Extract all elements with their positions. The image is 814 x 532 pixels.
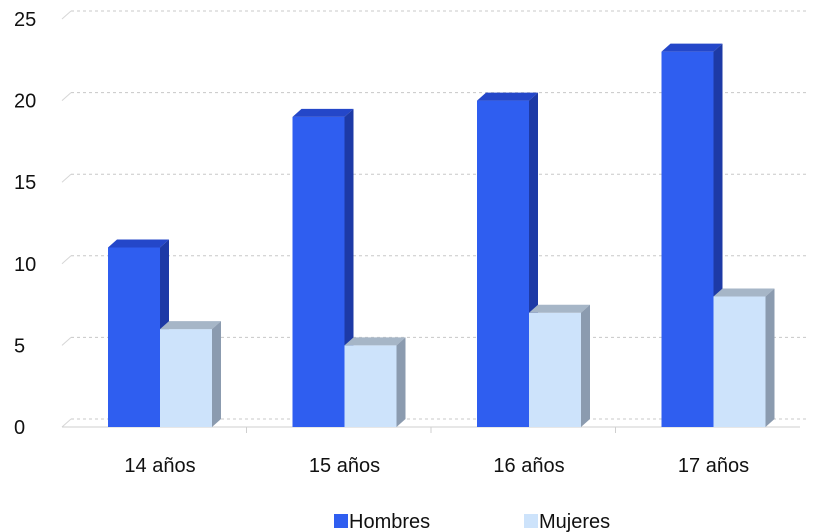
bar-top-mujeres-15-anos — [344, 337, 406, 346]
bar-side-mujeres-16-anos — [581, 304, 590, 427]
y-tick-label-0: 0 — [14, 417, 25, 439]
y-tick-label-5: 5 — [14, 335, 25, 357]
bar-top-hombres-15-anos — [292, 108, 354, 117]
bar-side-mujeres-17-anos — [765, 288, 775, 427]
bar-front-hombres-14-anos — [108, 247, 160, 427]
bar-top-mujeres-16-anos — [529, 304, 590, 313]
bar-hombres-14-anos — [108, 239, 169, 427]
x-tick-label-15-anos: 15 años — [309, 455, 380, 477]
bar-front-hombres-17-anos — [661, 51, 714, 427]
grid-connector-5 — [61, 337, 72, 346]
legend-swatch-mujeres — [524, 514, 538, 528]
bar-front-hombres-15-anos — [292, 116, 345, 428]
bar-front-mujeres-14-anos — [160, 329, 212, 427]
bar-top-hombres-16-anos — [477, 92, 538, 101]
legend-swatch-hombres — [334, 514, 348, 528]
x-tick-label-17-anos: 17 años — [678, 455, 749, 477]
bar-side-mujeres-14-anos — [212, 321, 221, 427]
bar-hombres-17-anos — [661, 43, 723, 427]
legend-label-hombres: Hombres — [349, 511, 430, 532]
bar-top-mujeres-17-anos — [713, 288, 775, 297]
legend-label-mujeres: Mujeres — [539, 511, 610, 532]
bar-mujeres-15-anos — [344, 337, 406, 427]
x-tick-labels: 14 años 15 años 16 años 17 años — [124, 455, 749, 477]
bar-side-mujeres-15-anos — [396, 337, 406, 427]
bar-top-hombres-17-anos — [661, 43, 723, 52]
grid-connector-10 — [61, 255, 72, 265]
grid-connector-20 — [61, 92, 72, 101]
bar-mujeres-17-anos — [713, 288, 775, 427]
bars — [108, 43, 775, 428]
grid-connector-15 — [61, 173, 72, 183]
bar-front-mujeres-16-anos — [529, 312, 581, 427]
bar-front-mujeres-17-anos — [713, 296, 766, 427]
y-tick-label-10: 10 — [14, 254, 36, 276]
y-tick-label-20: 20 — [14, 91, 36, 113]
x-tick-label-16-anos: 16 años — [493, 455, 564, 477]
bar-mujeres-14-anos — [160, 321, 221, 427]
grid-connector-0 — [61, 418, 72, 428]
grid-connector-25 — [61, 10, 72, 20]
legend: Hombres Mujeres — [334, 511, 610, 532]
bar-top-mujeres-14-anos — [160, 321, 221, 330]
y-tick-label-25: 25 — [14, 9, 36, 31]
x-tick-label-14-anos: 14 años — [124, 455, 195, 477]
y-tick-label-15: 15 — [14, 172, 36, 194]
bar-front-hombres-16-anos — [477, 100, 529, 427]
bar-front-mujeres-15-anos — [344, 345, 397, 427]
bar-hombres-16-anos — [477, 92, 538, 427]
axes — [62, 426, 800, 433]
bar-mujeres-16-anos — [529, 304, 590, 427]
bar-top-hombres-14-anos — [108, 239, 169, 248]
y-tick-labels: 0 5 10 15 20 25 — [14, 9, 36, 439]
bar-hombres-15-anos — [292, 108, 354, 428]
